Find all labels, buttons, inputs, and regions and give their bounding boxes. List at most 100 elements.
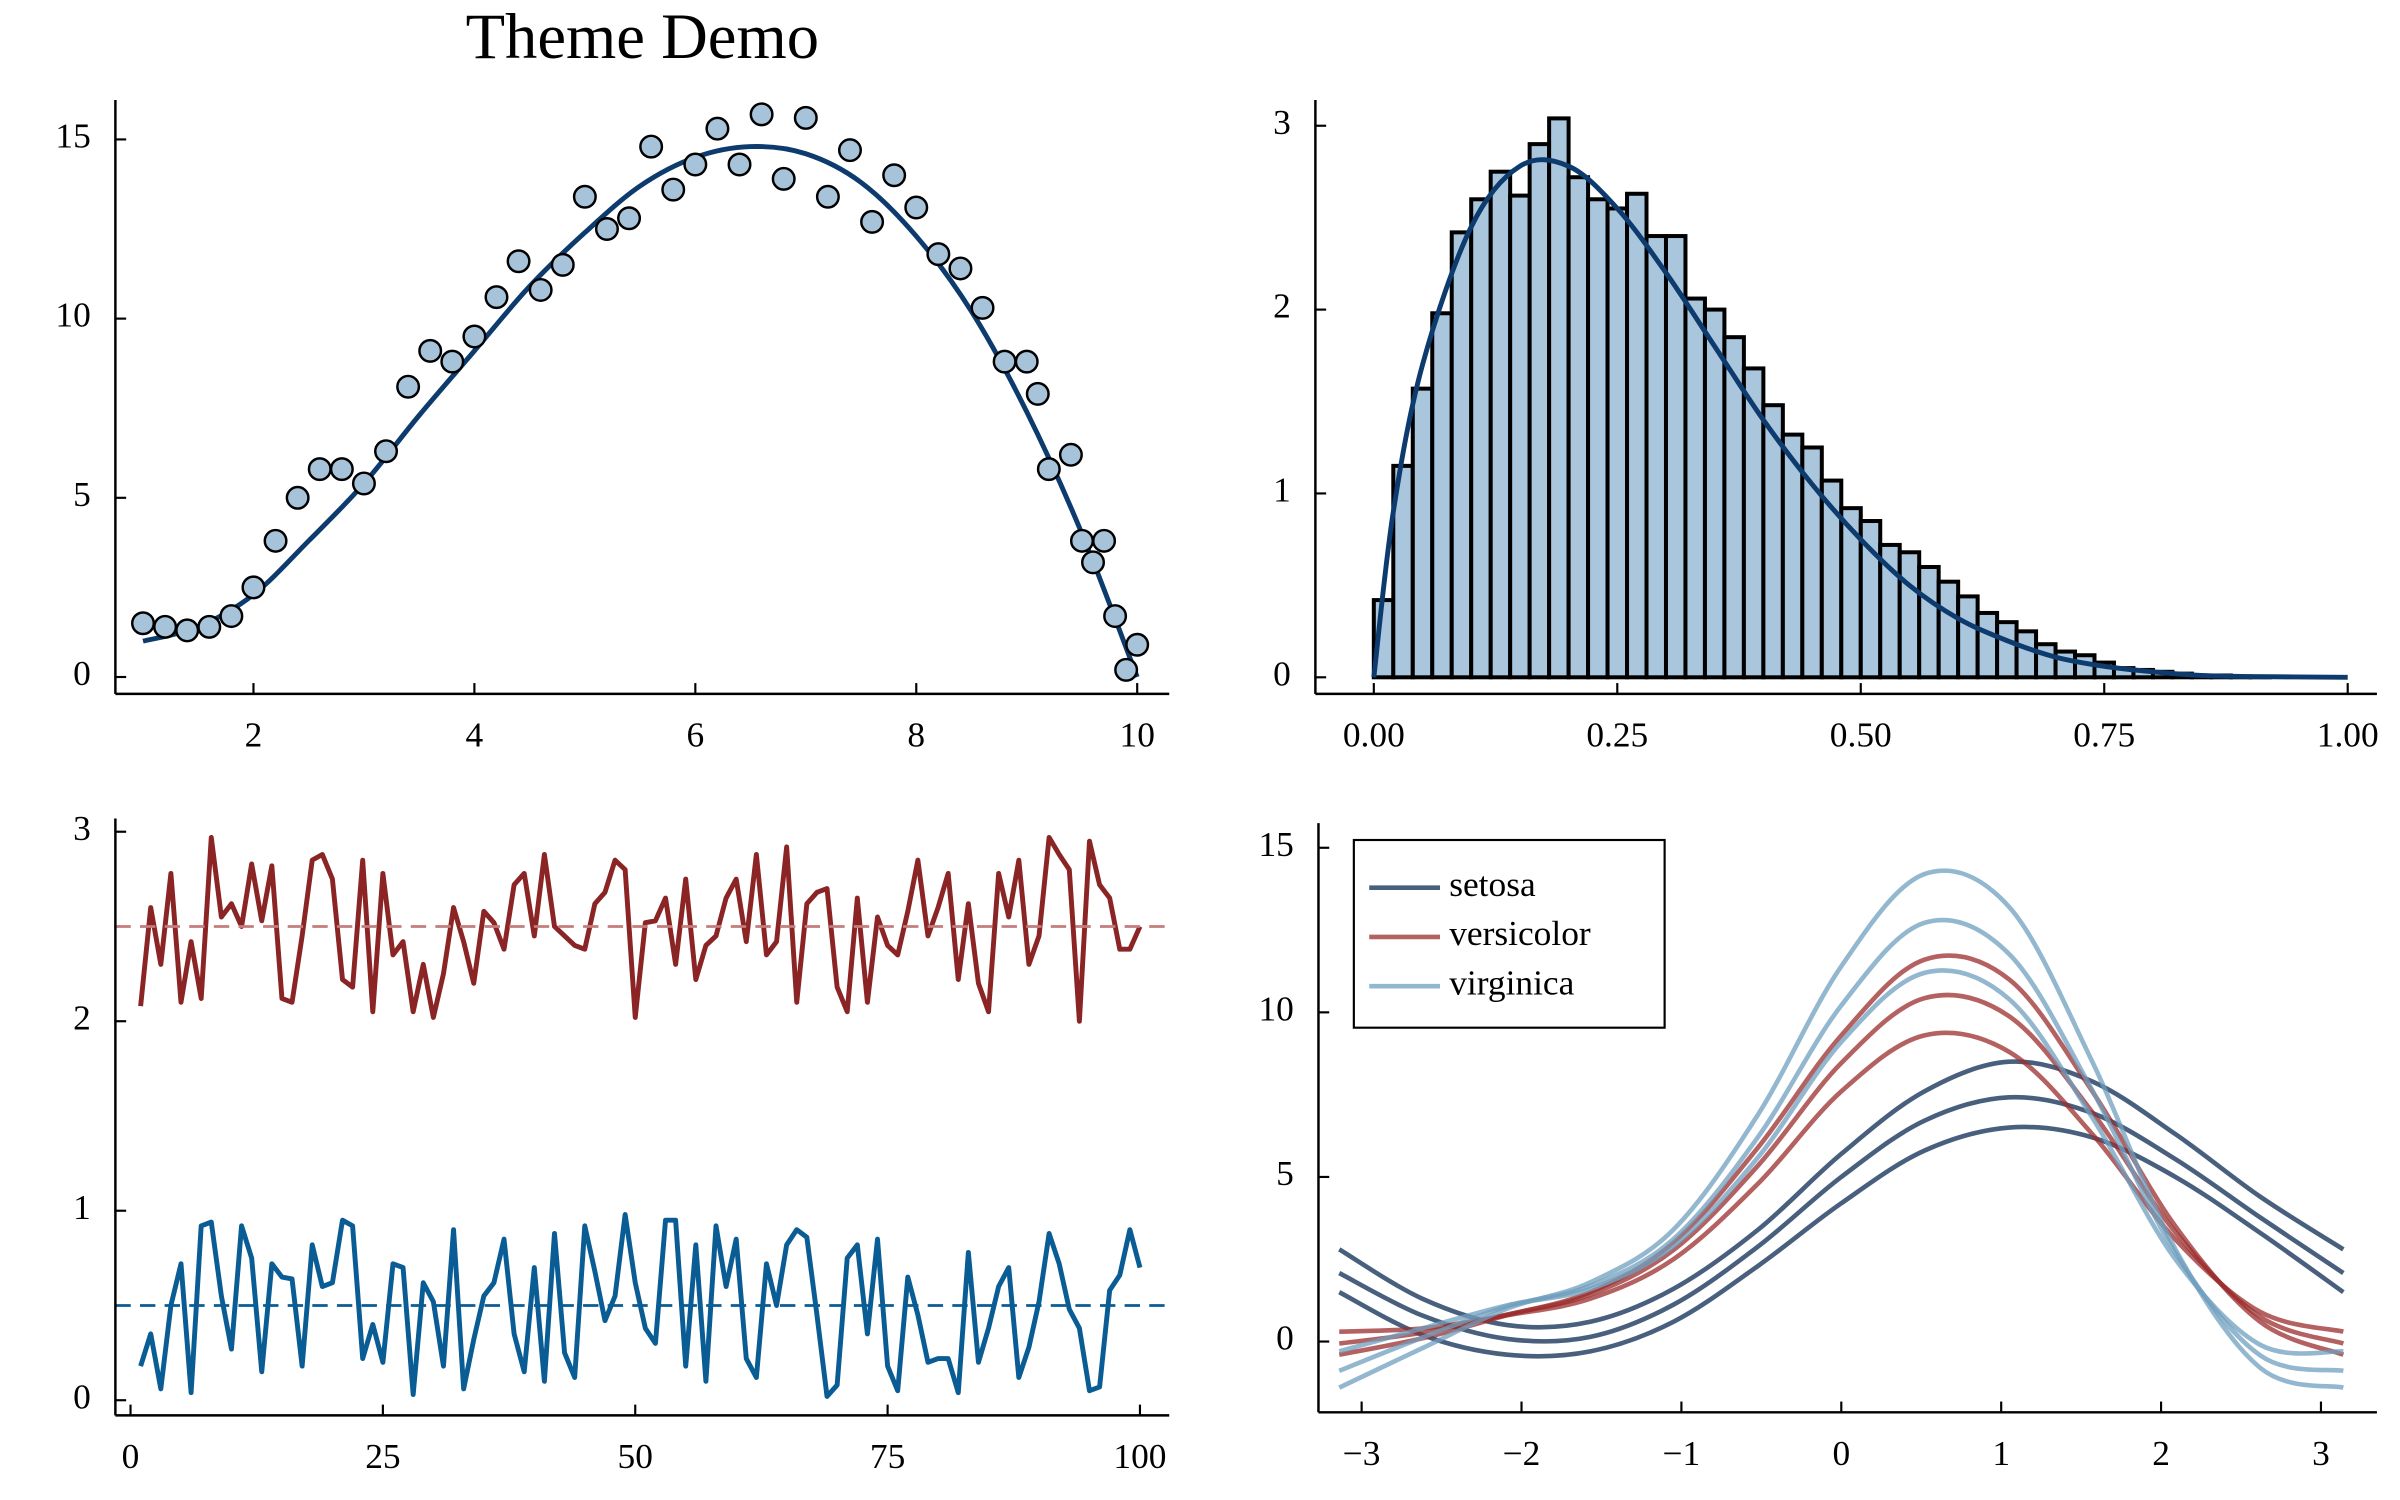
line (1338, 1124, 2345, 1359)
x-tick-label: 2 (245, 715, 263, 755)
x-tick-label: 75 (870, 1436, 905, 1476)
y-tick-label: 1 (73, 1187, 91, 1227)
scatter-point (683, 152, 708, 177)
scatter-point (970, 295, 995, 320)
line (1338, 1059, 2345, 1330)
line (1371, 157, 2348, 680)
x-tick-label: 0.00 (1343, 715, 1405, 755)
x-tick-label: 2 (2152, 1433, 2170, 1473)
scatter-point (1014, 349, 1039, 374)
scatter-point (749, 102, 774, 127)
histogram-bar (1644, 234, 1668, 680)
scatter-point (462, 324, 487, 349)
x-tick-label: 1 (1992, 1433, 2010, 1473)
scatter-point (285, 485, 310, 510)
scatter-point (131, 611, 156, 636)
scatter-point (1081, 550, 1106, 575)
histogram-bar (1625, 191, 1649, 680)
x-tick-label: 50 (618, 1436, 653, 1476)
legend-label: setosa (1449, 864, 1536, 904)
subplot: 0 25 50 75 100 0 1 2 3 (73, 808, 1170, 1476)
subplot: 0.00 0.25 0.50 0.75 1.00 0 1 2 3 (1273, 100, 2379, 755)
x-tick-label: 10 (1120, 715, 1155, 755)
y-tick-label: 0 (1273, 653, 1291, 693)
scatter-point (1125, 632, 1150, 657)
plot-area (1371, 116, 2348, 680)
x-tick-label: 8 (907, 715, 925, 755)
scatter-point (197, 614, 222, 639)
scatter-point (882, 163, 907, 188)
histogram-bar (1430, 311, 1454, 680)
scatter-point (771, 166, 796, 191)
x-tick-label: 3 (2312, 1433, 2330, 1473)
y-tick-label: 2 (1273, 286, 1291, 326)
legend-label: versicolor (1449, 913, 1591, 953)
y-tick-label: 10 (1258, 988, 1293, 1028)
x-tick-label: 25 (365, 1436, 400, 1476)
x-tick-label: −2 (1503, 1433, 1541, 1473)
x-tick-label: 0 (122, 1436, 140, 1476)
scatter-point (506, 249, 531, 274)
scatter-point (484, 285, 509, 310)
scatter-point (241, 575, 266, 600)
plot-area (115, 834, 1170, 1399)
y-tick-label: 0 (73, 1376, 91, 1416)
histogram-bar (1995, 620, 2019, 680)
histogram-bar (1410, 386, 1435, 680)
scatter-point (617, 206, 642, 231)
scatter-point (837, 138, 862, 163)
line (138, 834, 1143, 1024)
x-tick-label: 0.75 (2073, 715, 2135, 755)
scatter-point (1114, 657, 1139, 682)
scatter-point (1058, 442, 1083, 467)
histogram-bar (1469, 197, 1493, 680)
y-tick-label: 3 (1273, 102, 1291, 142)
scatter-point (793, 105, 818, 130)
scatter-point (860, 209, 885, 234)
histogram-bar (1605, 206, 1630, 680)
scatter-point (1025, 381, 1050, 406)
y-tick-label: 0 (73, 653, 91, 693)
chart-title: Theme Demo (466, 0, 819, 72)
histogram-bar (1488, 169, 1513, 680)
x-tick-label: 6 (686, 715, 704, 755)
scatter-point (219, 604, 244, 629)
legend-label: virginica (1449, 962, 1574, 1002)
scatter-point (351, 471, 376, 496)
y-tick-label: 15 (55, 116, 90, 156)
scatter-point (661, 177, 686, 202)
scatter-point (904, 195, 929, 220)
line (142, 144, 1140, 678)
scatter-point (705, 116, 730, 141)
y-tick-label: 3 (73, 808, 91, 848)
line (1339, 1030, 2344, 1334)
x-tick-label: −3 (1343, 1433, 1381, 1473)
histogram-bar (1702, 307, 1727, 680)
plot-area (1338, 868, 2345, 1390)
x-tick-label: 0.25 (1586, 715, 1648, 755)
histogram-bar (1449, 230, 1474, 680)
histogram-bar (1897, 550, 1922, 680)
scatter-point (263, 528, 288, 553)
histogram-bar (1936, 579, 1961, 680)
scatter-point (1103, 604, 1128, 629)
scatter-point (1036, 457, 1061, 482)
y-tick-label: 5 (73, 474, 91, 514)
scatter-point (528, 277, 553, 302)
x-tick-label: −1 (1663, 1433, 1701, 1473)
scatter-point (572, 184, 597, 209)
y-tick-label: 5 (1276, 1153, 1294, 1193)
line (1338, 953, 2345, 1357)
x-tick-label: 100 (1113, 1436, 1166, 1476)
histogram-bar (1527, 142, 1552, 680)
histogram-bar (2034, 642, 2058, 680)
scatter-point (992, 349, 1017, 374)
scatter-point (307, 457, 332, 482)
histogram-bar (1586, 197, 1610, 680)
histogram-bar (2014, 629, 2039, 680)
y-tick-label: 10 (55, 295, 90, 335)
scatter-point (550, 252, 575, 277)
y-tick-label: 15 (1258, 824, 1293, 864)
